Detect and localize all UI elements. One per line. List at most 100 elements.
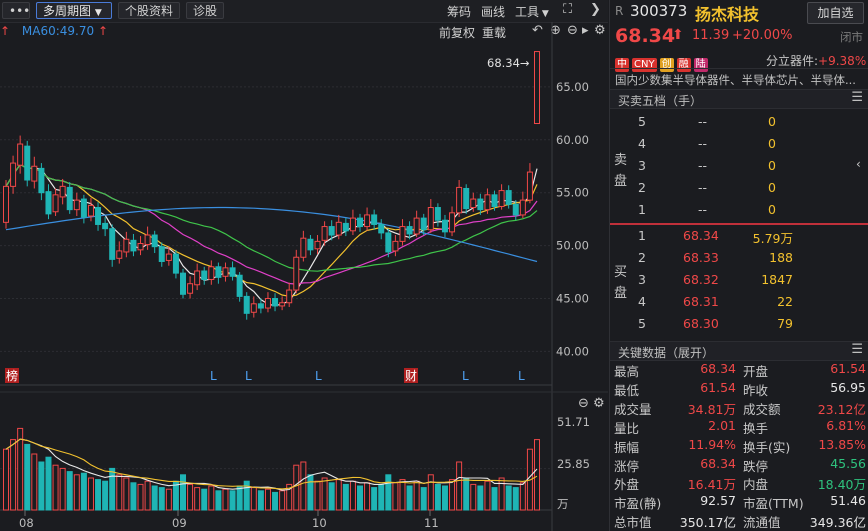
volume-bar bbox=[250, 487, 257, 511]
buy-level-row[interactable]: 4 68.31 22 bbox=[610, 294, 868, 316]
panel-toggle-icon[interactable]: ❯ bbox=[590, 2, 601, 17]
candle-body bbox=[307, 238, 314, 251]
quote-panel: R 300373 扬杰科技 加自选 68.34 ⬆ 11.39 +20.00% … bbox=[609, 0, 868, 531]
level-number: 1 bbox=[638, 228, 646, 243]
candle-body bbox=[102, 222, 109, 230]
candle-body bbox=[144, 234, 151, 246]
volume-bar bbox=[109, 467, 116, 511]
key-data-row: 总市值 350.17亿 流通值 349.36亿 bbox=[610, 512, 868, 531]
volume-bar bbox=[399, 479, 406, 511]
candle-body bbox=[123, 238, 130, 253]
sector-link[interactable]: 分立器件:+9.38% bbox=[766, 52, 866, 69]
metric-value: 92.57 bbox=[700, 493, 736, 509]
candle-body bbox=[66, 186, 73, 211]
menu-icon[interactable]: ☰ bbox=[851, 342, 863, 357]
draw-line-button[interactable]: 画线 bbox=[481, 5, 506, 19]
concept-tags[interactable]: 国内少数集半导体器件、半导体芯片、半导体... bbox=[610, 68, 868, 89]
key-data-header[interactable]: 关键数据（展开） ☰ bbox=[610, 341, 868, 361]
tools-dropdown[interactable]: 工具 ▼ bbox=[515, 3, 549, 20]
volume-bar bbox=[392, 482, 399, 511]
candle-body bbox=[498, 190, 505, 207]
key-data-title: 关键数据（展开） bbox=[618, 346, 715, 360]
zoom-out-icon[interactable]: ⊖ bbox=[567, 23, 578, 38]
volume-bar bbox=[151, 485, 158, 511]
play-icon[interactable]: ▸ bbox=[582, 23, 589, 38]
chips-button[interactable]: 筹码 bbox=[447, 5, 472, 19]
overlay-button[interactable]: 重载 bbox=[482, 26, 507, 40]
volume-bar bbox=[307, 474, 314, 511]
ma-arrow-icon: ↑ bbox=[97, 24, 109, 38]
metric-label: 换手 bbox=[743, 420, 769, 436]
level-price: -- bbox=[698, 158, 708, 173]
level-price: 68.30 bbox=[683, 316, 719, 331]
volume-bar bbox=[3, 448, 9, 511]
candle-body bbox=[406, 226, 413, 235]
sell-level-row[interactable]: 4 -- 0 bbox=[610, 136, 868, 158]
metric-label: 换手(实) bbox=[743, 439, 791, 455]
price-tick-label: 65.00 bbox=[556, 80, 589, 94]
gear-icon[interactable]: ⚙ bbox=[593, 396, 605, 411]
candle-body bbox=[165, 253, 172, 261]
buy-label-char: 买 bbox=[614, 265, 628, 280]
metric-label: 总市值 bbox=[614, 515, 652, 531]
volume-bar bbox=[364, 482, 371, 511]
candle-body bbox=[109, 228, 116, 260]
adjust-button[interactable]: 前复权 bbox=[439, 26, 476, 40]
volume-bar bbox=[342, 483, 349, 511]
expand-icon[interactable]: ⊖ bbox=[578, 396, 589, 411]
buy-level-row[interactable]: 1 68.34 5.79万 bbox=[610, 228, 868, 250]
sell-label-char: 盘 bbox=[614, 174, 628, 189]
metric-label: 涨停 bbox=[614, 458, 640, 474]
add-watchlist-button[interactable]: 加自选 bbox=[807, 2, 864, 24]
volume-bar bbox=[385, 474, 392, 511]
diagnose-button[interactable]: 诊股 bbox=[186, 2, 224, 19]
candle-body bbox=[45, 191, 52, 215]
volume-bar bbox=[73, 474, 80, 511]
metric-value: 34.81万 bbox=[687, 401, 736, 417]
metric-label: 流通值 bbox=[743, 515, 781, 531]
metric-label: 成交额 bbox=[743, 401, 781, 417]
volume-bar bbox=[201, 488, 208, 511]
sell-level-row[interactable]: 1 -- 0 bbox=[610, 202, 868, 224]
volume-bar bbox=[187, 483, 194, 511]
collapse-chevron-icon[interactable]: ‹ bbox=[856, 157, 861, 171]
sell-level-row[interactable]: 2 -- 0 bbox=[610, 180, 868, 202]
fullscreen-icon[interactable]: ⛶ bbox=[563, 2, 573, 17]
volume-bar bbox=[24, 443, 31, 511]
candle-body bbox=[87, 204, 94, 217]
multi-period-dropdown[interactable]: 多周期图 ▼ bbox=[36, 2, 112, 19]
buy-level-row[interactable]: 3 68.32 1847 bbox=[610, 272, 868, 294]
stock-info-button[interactable]: 个股资料 bbox=[118, 2, 180, 19]
more-menu-button[interactable]: ••• bbox=[2, 2, 30, 19]
price-chart[interactable]: 65.00 60.00 55.00 50.00 45.00 40.00 榜 L L L 财 L L 6… bbox=[0, 22, 608, 531]
candle-body bbox=[95, 207, 102, 225]
menu-icon[interactable]: ☰ bbox=[851, 90, 863, 105]
volume-bar bbox=[357, 485, 363, 511]
volume-bar bbox=[66, 471, 73, 511]
volume-series bbox=[3, 427, 540, 511]
volume-bar bbox=[470, 483, 477, 511]
sell-label-char: 卖 bbox=[614, 153, 628, 168]
sell-level-row[interactable]: 5 -- 0 bbox=[610, 114, 868, 136]
volume-bar bbox=[349, 480, 356, 511]
buy-level-row[interactable]: 2 68.33 188 bbox=[610, 250, 868, 272]
candle-body bbox=[31, 165, 38, 182]
volume-bar bbox=[194, 487, 201, 511]
sell-level-row[interactable]: 3 -- 0 bbox=[610, 158, 868, 180]
order-book-title: 买卖五档（手） bbox=[618, 94, 703, 108]
gear-icon[interactable]: ⚙ bbox=[594, 23, 606, 38]
badge-row: 中 CNY 创融陆 bbox=[615, 52, 711, 72]
volume-bar bbox=[328, 482, 335, 511]
volume-bar bbox=[130, 482, 137, 511]
buy-level-row[interactable]: 5 68.30 79 bbox=[610, 316, 868, 338]
candle-body bbox=[463, 187, 470, 210]
volume-bar bbox=[87, 477, 94, 511]
order-book-header[interactable]: 买卖五档（手） ☰ bbox=[610, 89, 868, 109]
undo-icon[interactable]: ↶ bbox=[532, 23, 543, 38]
chart-grid bbox=[0, 22, 608, 531]
metric-value: 350.17亿 bbox=[679, 515, 736, 531]
key-data-row: 振幅 11.94% 换手(实) 13.85% bbox=[610, 437, 868, 456]
zoom-in-icon[interactable]: ⊕ bbox=[550, 23, 561, 38]
metric-value: 68.34 bbox=[700, 361, 736, 376]
